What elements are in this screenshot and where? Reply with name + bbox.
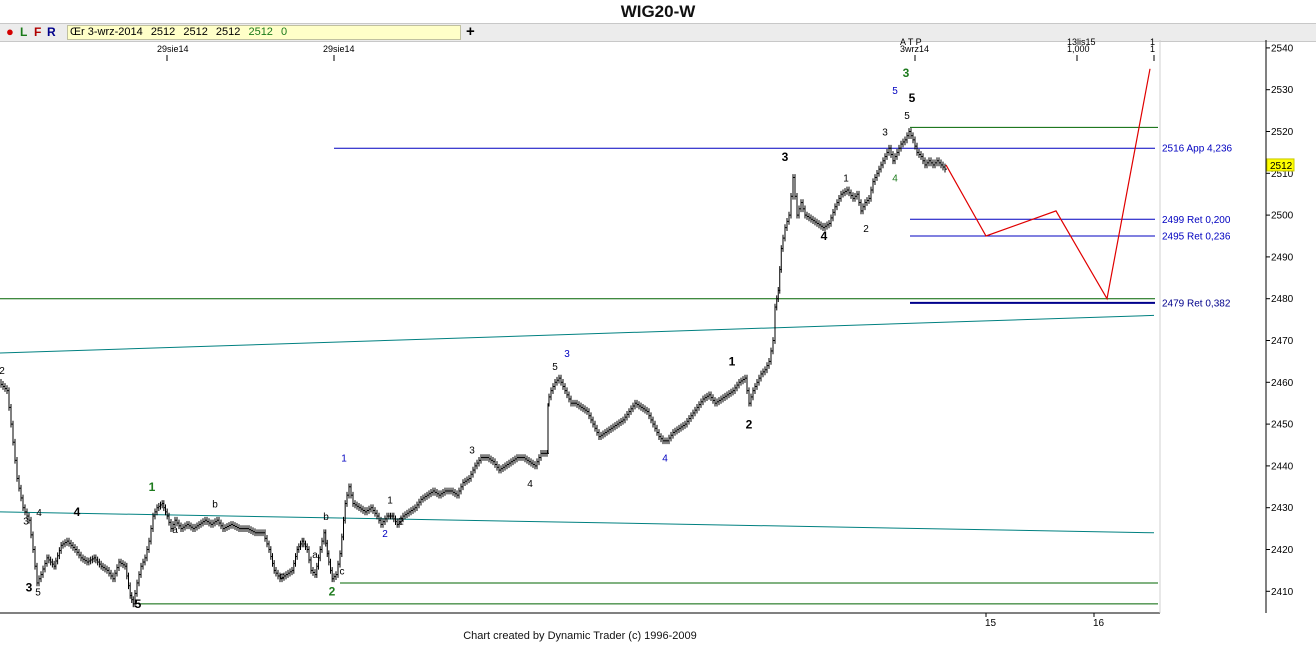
y-tick-label: 2410 xyxy=(1271,587,1294,598)
y-tick-label: 2540 xyxy=(1271,43,1294,54)
ohlc-high: 2512 xyxy=(183,26,208,38)
wave-label: 2 xyxy=(398,516,404,527)
line-button[interactable]: L xyxy=(20,25,28,39)
wave-label: 5 xyxy=(135,597,142,611)
wave-label: b xyxy=(323,512,329,523)
y-tick-label: 2460 xyxy=(1271,378,1294,389)
y-tick-label: 2470 xyxy=(1271,336,1294,347)
fib-button[interactable]: F xyxy=(34,25,42,39)
ohlc-readout: Œr 3-wrz-2014 2512 2512 2512 2512 0 xyxy=(67,25,461,40)
wave-label: 3 xyxy=(564,349,570,360)
last-price-badge xyxy=(1266,158,1295,172)
trend-line xyxy=(0,314,1155,354)
wave-label: 1 xyxy=(729,355,736,369)
projection-path xyxy=(945,68,1151,301)
wave-label: c xyxy=(280,571,285,582)
wave-label: 3 xyxy=(26,580,33,594)
date-label: 3wrz14 xyxy=(900,44,929,54)
atp-label: A T P xyxy=(900,37,922,47)
wave-label: 1 xyxy=(341,454,347,465)
date-label: 29sie14 xyxy=(323,44,355,54)
wave-label: 2 xyxy=(863,224,869,235)
wave-label: 4 xyxy=(662,454,668,465)
wave-label: 3 xyxy=(882,128,888,139)
wave-label: c xyxy=(340,567,345,578)
y-tick-label: 2420 xyxy=(1271,545,1294,556)
ratio-button[interactable]: R xyxy=(47,25,56,39)
date-label: 29sie14 xyxy=(157,44,189,54)
wave-label: 2 xyxy=(382,529,388,540)
wave-label: 5 xyxy=(35,587,41,598)
wave-label: a xyxy=(172,525,178,536)
date-label: 1 xyxy=(1150,44,1155,54)
wave-label: 5 xyxy=(892,86,898,97)
wave-label: 1 xyxy=(843,174,849,185)
wave-label: 4 xyxy=(821,229,828,243)
y-tick-label: 2520 xyxy=(1271,127,1294,138)
y-tick-label: 2430 xyxy=(1271,503,1294,514)
wave-label: 3 xyxy=(782,150,789,164)
y-tick-label: 2440 xyxy=(1271,461,1294,472)
bottom-date-label: 16 xyxy=(1093,618,1105,629)
y-tick-label: 2450 xyxy=(1271,420,1294,431)
wave-label: 4 xyxy=(892,174,898,185)
last-price-label: 2512 xyxy=(1270,161,1293,172)
ohlc-close: 2512 xyxy=(248,26,273,38)
red-dot-icon[interactable]: ● xyxy=(6,24,14,39)
trend-line xyxy=(0,511,1155,534)
level-label: 2499 Ret 0,200 xyxy=(1162,215,1231,226)
chart-credit: Chart created by Dynamic Trader (c) 1996… xyxy=(463,630,697,642)
y-tick-label: 2510 xyxy=(1271,169,1294,180)
wave-label: 5 xyxy=(909,91,916,105)
chart-title: WIG20-W xyxy=(620,2,696,21)
wave-label: a xyxy=(312,550,318,561)
y-tick-label: 2490 xyxy=(1271,252,1294,263)
wave-label: 3 xyxy=(903,66,910,80)
y-tick-label: 2530 xyxy=(1271,85,1294,96)
ohlc-change: 0 xyxy=(281,26,288,38)
level-label: 2479 Ret 0,382 xyxy=(1162,298,1231,309)
price-bars xyxy=(0,128,947,608)
wave-label: 2 xyxy=(329,584,336,598)
y-tick-label: 2500 xyxy=(1271,211,1294,222)
add-button[interactable]: + xyxy=(466,23,475,40)
wave-label: 3 xyxy=(23,516,29,527)
wave-label: 4 xyxy=(36,508,42,519)
date-label: 13lis15 xyxy=(1067,37,1096,47)
wave-label: 2 xyxy=(0,366,5,377)
wave-label: 1 xyxy=(149,480,156,494)
wave-label: 1 xyxy=(387,496,393,507)
chart-toolbar: ● L F R Œr 3-wrz-2014 2512 2512 2512 251… xyxy=(0,23,1316,42)
ohlc-low: 2512 xyxy=(215,26,241,38)
ohlc-date: Œr 3-wrz-2014 xyxy=(70,26,143,38)
wave-label: 5 xyxy=(552,362,558,373)
date-label: 1,000 xyxy=(1067,44,1090,54)
wave-label: b xyxy=(212,500,218,511)
y-tick-label: 2480 xyxy=(1271,294,1294,305)
date-label: 1 xyxy=(1150,37,1155,47)
wave-label: 4 xyxy=(527,479,533,490)
ohlc-open: 2512 xyxy=(150,26,176,38)
wave-label: 4 xyxy=(74,505,81,519)
bottom-date-label: 15 xyxy=(985,618,997,629)
level-label: 2495 Ret 0,236 xyxy=(1162,232,1231,243)
level-label: 2516 App 4,236 xyxy=(1162,144,1233,155)
wave-label: 2 xyxy=(746,417,753,431)
wave-label: 5 xyxy=(904,111,910,122)
wave-label: 3 xyxy=(469,445,475,456)
